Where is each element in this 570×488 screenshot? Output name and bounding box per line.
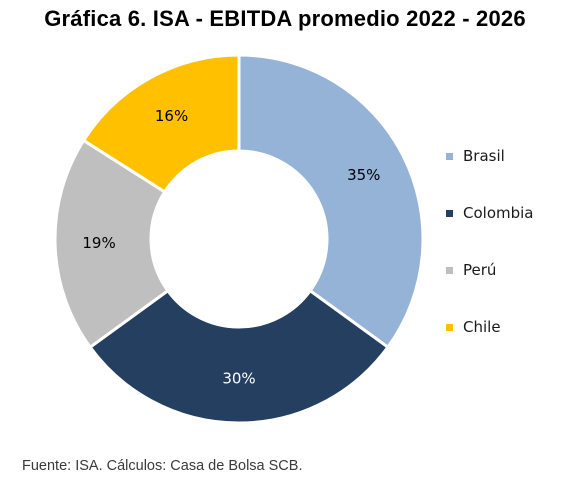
slice-chile xyxy=(81,53,241,194)
legend-swatch xyxy=(446,266,453,274)
legend-item: Colombia xyxy=(446,201,534,225)
legend-label: Brasil xyxy=(463,147,505,165)
donut-slices xyxy=(53,53,425,425)
legend-item: Chile xyxy=(446,315,501,339)
legend-swatch xyxy=(446,152,453,160)
slice-brasil xyxy=(237,53,425,350)
legend-swatch xyxy=(446,209,453,217)
source-note: Fuente: ISA. Cálculos: Casa de Bolsa SCB… xyxy=(22,458,303,474)
legend-swatch xyxy=(446,323,453,331)
legend-label: Colombia xyxy=(463,204,534,222)
slice-peru xyxy=(53,138,170,350)
legend-item: Brasil xyxy=(446,144,505,168)
chart-title: Gráfica 6. ISA - EBITDA promedio 2022 - … xyxy=(44,6,526,31)
slice-colombia xyxy=(88,288,390,425)
slice-value-label: 19% xyxy=(82,234,115,252)
legend-label: Perú xyxy=(463,261,497,279)
slice-value-label: 30% xyxy=(222,370,255,388)
legend-item: Perú xyxy=(446,258,496,282)
donut-slice-labels: 35% 30% 19% 16% xyxy=(82,107,380,388)
legend-label: Chile xyxy=(463,318,501,336)
slice-value-label: 16% xyxy=(155,107,188,125)
slice-value-label: 35% xyxy=(347,166,380,184)
